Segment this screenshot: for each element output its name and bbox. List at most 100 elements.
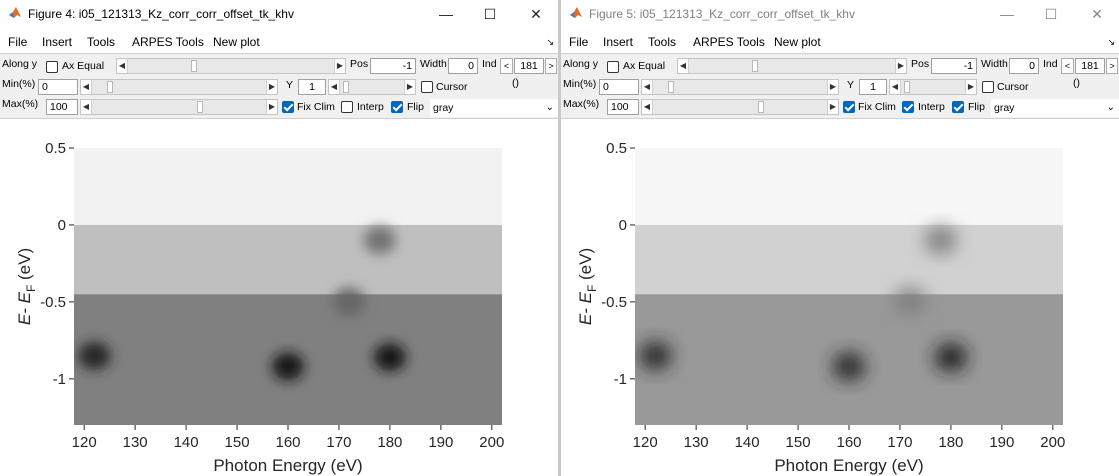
slider-right-arrow-icon[interactable]: ▶ [965,80,976,94]
matlab-icon [570,7,582,18]
x-tick-label: 120 [633,434,658,451]
slider-right-arrow-icon[interactable]: ▶ [266,100,277,114]
y-input[interactable]: 1 [859,79,887,95]
slider-thumb[interactable] [343,81,349,93]
minimize-icon[interactable]: — [439,6,453,22]
y-tick-label: 0.5 [45,140,66,157]
maximize-icon[interactable]: ☐ [1044,6,1058,22]
flip-checkbox[interactable] [391,101,403,113]
slider-thumb[interactable] [668,81,674,93]
dock-icon[interactable]: ↘ [546,37,554,47]
slider-left-arrow-icon[interactable]: ◀ [81,100,92,114]
colormap-value: gray [433,102,454,114]
menu-tools[interactable]: Tools [87,35,116,49]
slider-left-arrow-icon[interactable]: ◀ [642,80,653,94]
min-slider[interactable]: ◀ ▶ [641,79,839,95]
chevron-down-icon: ⌄ [545,102,554,113]
dock-icon[interactable]: ↘ [1107,37,1115,47]
colormap-dropdown[interactable]: gray ⌄ [430,99,558,117]
matlab-icon [9,7,21,18]
slider-thumb[interactable] [107,81,113,93]
y-input[interactable]: 1 [298,79,326,95]
along-label: Along y [2,58,38,70]
colormap-dropdown[interactable]: gray ⌄ [991,99,1119,117]
slider-right-arrow-icon[interactable]: ▶ [827,100,838,114]
cursor-checkbox[interactable] [421,81,433,93]
control-panel: Along y Ax Equal ◀ ▶ Pos -1 Width 0 Ind … [0,53,558,119]
ax-equal-checkbox[interactable] [46,61,58,73]
plot-area[interactable]: 120 130 140 150 160 170 180 190 200 0.5 0 -0.5 -1 Pho… [561,118,1119,476]
max-input[interactable]: 100 [46,99,78,115]
max-label: Max(%) [563,98,600,110]
max-input[interactable]: 100 [607,99,639,115]
menu-insert[interactable]: Insert [42,35,73,49]
along-slider[interactable]: ◀ ▶ [677,58,907,74]
maximize-icon[interactable]: ☐ [483,6,497,22]
min-slider[interactable]: ◀ ▶ [80,79,278,95]
ind-prev-button[interactable]: < [500,58,513,74]
intensity-spot [333,287,366,316]
plot-area[interactable]: 120 130 140 150 160 170 180 190 200 0.5 0 -0.5 -1 Pho… [0,118,558,476]
close-icon[interactable]: ✕ [530,6,542,22]
figure-window-4: Figure 4: i05_121313_Kz_corr_corr_offset… [0,0,558,476]
along-slider[interactable]: ◀ ▶ [116,58,346,74]
slider-right-arrow-icon[interactable]: ▶ [334,59,345,73]
fix-clim-checkbox[interactable] [282,101,294,113]
width-input[interactable]: 0 [1009,58,1039,74]
y-tick-label: 0.5 [606,140,627,157]
slider-thumb[interactable] [758,101,764,113]
flip-checkbox[interactable] [952,101,964,113]
cursor-checkbox[interactable] [982,81,994,93]
interp-checkbox[interactable] [341,101,353,113]
slider-thumb[interactable] [191,60,197,72]
pos-input[interactable]: -1 [931,58,977,74]
slider-thumb[interactable] [752,60,758,72]
menu-new-plot[interactable]: New plot [774,35,821,49]
menu-insert[interactable]: Insert [603,35,634,49]
slider-right-arrow-icon[interactable]: ▶ [266,80,277,94]
y-slider[interactable]: ◀ ▶ [328,79,416,95]
menu-new-plot[interactable]: New plot [213,35,260,49]
ind-next-button[interactable]: > [1106,58,1118,74]
max-slider[interactable]: ◀ ▶ [641,99,839,115]
slider-left-arrow-icon[interactable]: ◀ [642,100,653,114]
fix-clim-checkbox[interactable] [843,101,855,113]
slider-right-arrow-icon[interactable]: ▶ [404,80,415,94]
slider-left-arrow-icon[interactable]: ◀ [678,59,689,73]
slider-thumb[interactable] [197,101,203,113]
slider-left-arrow-icon[interactable]: ◀ [329,80,340,94]
max-slider[interactable]: ◀ ▶ [80,99,278,115]
menu-arpes-tools[interactable]: ARPES Tools [693,35,765,49]
close-icon[interactable]: ✕ [1091,6,1103,22]
menu-file[interactable]: File [8,35,28,49]
ind-label: Ind [1043,58,1058,70]
y-slider[interactable]: ◀ ▶ [889,79,977,95]
ind-input[interactable]: 181 [1075,58,1105,74]
min-label: Min(%) [563,78,597,90]
menu-arpes-tools[interactable]: ARPES Tools [132,35,204,49]
along-label: Along y [563,58,599,70]
pos-input[interactable]: -1 [370,58,416,74]
cursor-label: Cursor [436,81,468,93]
slider-left-arrow-icon[interactable]: ◀ [81,80,92,94]
minimize-icon[interactable]: — [1000,6,1014,22]
ind-input[interactable]: 181 [514,58,544,74]
slider-right-arrow-icon[interactable]: ▶ [895,59,906,73]
x-tick-label: 200 [1040,434,1065,451]
interp-checkbox[interactable] [902,101,914,113]
min-input[interactable]: 0 [38,79,78,95]
x-tick-label: 130 [684,434,709,451]
pos-label: Pos [911,58,930,70]
slider-right-arrow-icon[interactable]: ▶ [827,80,838,94]
ind-prev-button[interactable]: < [1061,58,1074,74]
slider-thumb[interactable] [904,81,910,93]
menu-tools[interactable]: Tools [648,35,677,49]
ax-equal-checkbox[interactable] [607,61,619,73]
min-input[interactable]: 0 [599,79,639,95]
width-input[interactable]: 0 [448,58,478,74]
ind-next-button[interactable]: > [545,58,557,74]
slider-left-arrow-icon[interactable]: ◀ [890,80,901,94]
slider-left-arrow-icon[interactable]: ◀ [117,59,128,73]
intensity-spot [363,226,396,255]
menu-file[interactable]: File [569,35,589,49]
